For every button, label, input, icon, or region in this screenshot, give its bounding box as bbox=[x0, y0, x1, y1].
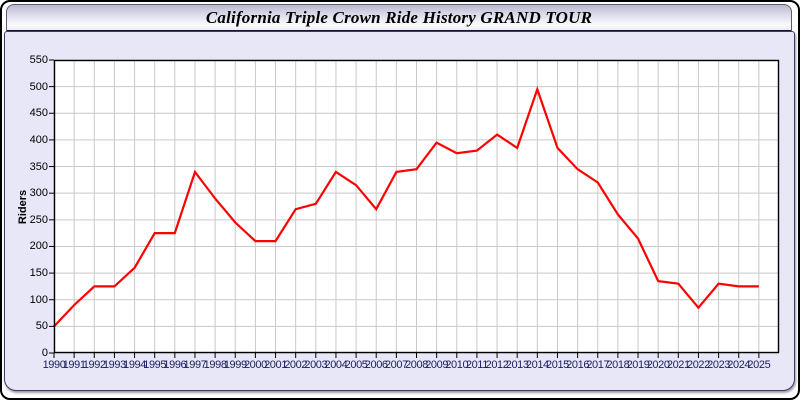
y-tick-label: 450 bbox=[29, 107, 48, 120]
x-tick-label: 2002 bbox=[284, 359, 308, 371]
y-tick-label: 350 bbox=[29, 160, 48, 173]
x-tick-label: 2015 bbox=[546, 359, 569, 371]
x-tick-label: 2025 bbox=[747, 359, 771, 371]
x-tick-label: 2005 bbox=[344, 359, 368, 371]
chart-title-bar: California Triple Crown Ride History GRA… bbox=[6, 4, 792, 32]
y-tick-label: 100 bbox=[29, 293, 48, 306]
y-tick-label: 400 bbox=[29, 133, 48, 146]
x-tick-label: 1998 bbox=[203, 359, 227, 371]
x-tick-label: 2008 bbox=[405, 359, 428, 371]
y-tick-label: 550 bbox=[29, 54, 48, 66]
x-tick-label: 2016 bbox=[566, 359, 590, 371]
x-tick-label: 2012 bbox=[485, 359, 509, 371]
x-tick-label: 2021 bbox=[666, 359, 690, 371]
x-tick-label: 1992 bbox=[82, 359, 106, 371]
x-tick-label: 1997 bbox=[183, 359, 207, 371]
x-tick-label: 2000 bbox=[243, 359, 267, 371]
y-tick-label: 150 bbox=[29, 267, 48, 280]
y-tick-label: 300 bbox=[29, 187, 48, 200]
chart-panel bbox=[4, 31, 795, 391]
x-tick-label: 1994 bbox=[123, 359, 146, 371]
x-tick-label: 2018 bbox=[606, 359, 630, 371]
x-tick-label: 2023 bbox=[707, 359, 731, 371]
x-tick-label: 2011 bbox=[465, 359, 488, 371]
x-tick-label: 2019 bbox=[626, 359, 650, 371]
x-tick-label: 2024 bbox=[727, 359, 751, 371]
x-tick-label: 1995 bbox=[143, 359, 167, 371]
x-tick-label: 2006 bbox=[364, 359, 388, 371]
y-tick-label: 50 bbox=[35, 320, 48, 333]
x-tick-label: 1991 bbox=[62, 359, 86, 371]
y-tick-label: 0 bbox=[41, 347, 48, 359]
x-tick-label: 2007 bbox=[384, 359, 408, 371]
x-tick-label: 2022 bbox=[687, 359, 710, 371]
x-tick-label: 2020 bbox=[646, 359, 670, 371]
chart-title: California Triple Crown Ride History GRA… bbox=[205, 8, 593, 27]
x-tick-label: 1996 bbox=[163, 359, 187, 371]
x-tick-label: 2001 bbox=[264, 359, 287, 371]
y-tick-label: 200 bbox=[29, 240, 48, 253]
x-tick-label: 1990 bbox=[42, 359, 66, 371]
y-tick-label: 250 bbox=[29, 213, 48, 226]
x-tick-label: 2013 bbox=[505, 359, 529, 371]
x-tick-label: 2004 bbox=[324, 359, 348, 371]
y-tick-label: 500 bbox=[29, 80, 48, 93]
x-tick-label: 2009 bbox=[425, 359, 449, 371]
x-tick-label: 2010 bbox=[445, 359, 469, 371]
x-tick-label: 2003 bbox=[304, 359, 328, 371]
x-tick-label: 2017 bbox=[586, 359, 610, 371]
x-tick-label: 2014 bbox=[525, 359, 549, 371]
x-tick-label: 1999 bbox=[223, 359, 247, 371]
x-tick-label: 1993 bbox=[102, 359, 126, 371]
